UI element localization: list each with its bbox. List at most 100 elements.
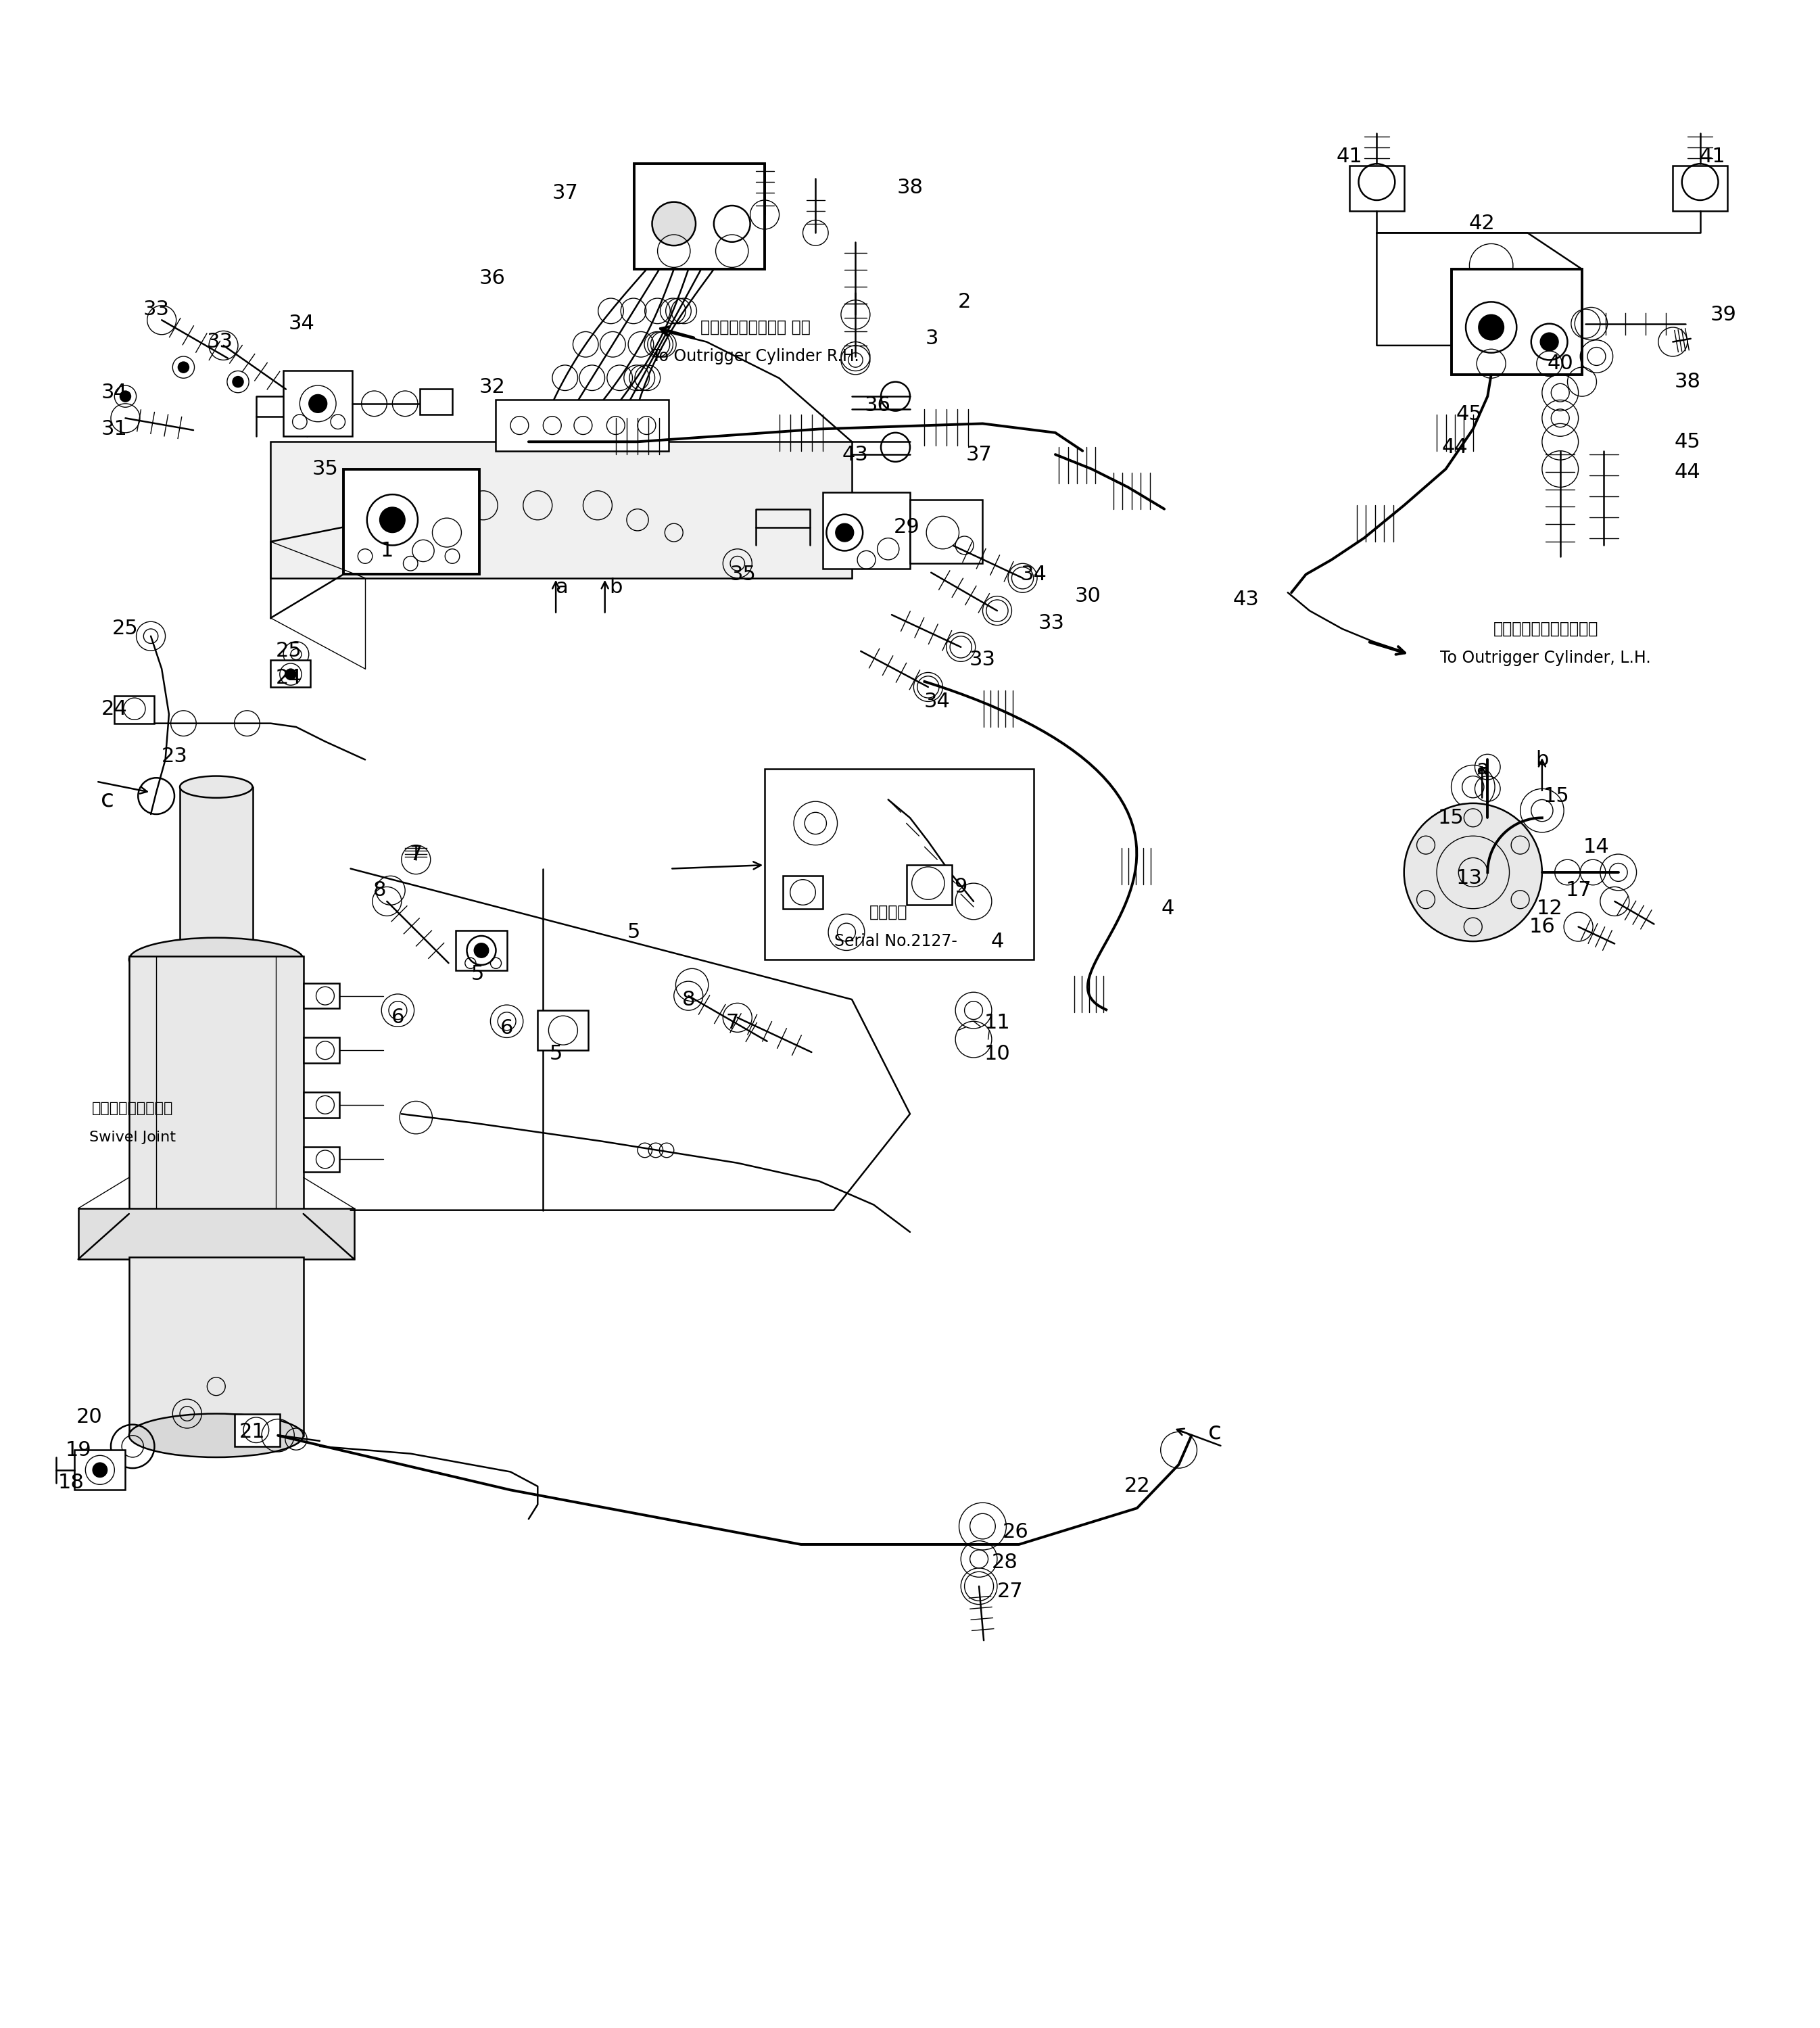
Text: 25: 25 <box>277 641 302 661</box>
Circle shape <box>120 391 131 402</box>
Bar <box>537 1010 588 1051</box>
Text: 14: 14 <box>1583 838 1609 856</box>
Text: 4: 4 <box>1161 898 1174 919</box>
Bar <box>1673 166 1727 211</box>
Text: スイベルジョイント: スイベルジョイント <box>93 1101 173 1115</box>
Text: 36: 36 <box>865 395 890 416</box>
Bar <box>768 414 834 450</box>
Bar <box>78 1209 355 1259</box>
Circle shape <box>1540 333 1558 351</box>
Ellipse shape <box>180 777 253 797</box>
Circle shape <box>652 203 695 245</box>
Circle shape <box>286 669 297 679</box>
Text: To Outrigger Cylinder, L.H.: To Outrigger Cylinder, L.H. <box>1440 649 1651 665</box>
Text: 34: 34 <box>102 383 127 402</box>
Bar <box>304 1038 340 1063</box>
Text: 34: 34 <box>288 314 315 333</box>
Text: 30: 30 <box>1076 586 1101 606</box>
Text: 23: 23 <box>162 746 187 767</box>
Text: 39: 39 <box>1711 304 1736 324</box>
Text: 10: 10 <box>985 1044 1010 1065</box>
Text: 2: 2 <box>957 292 972 312</box>
Text: 6: 6 <box>501 1018 513 1038</box>
Text: 5: 5 <box>628 923 641 943</box>
Text: 33: 33 <box>1039 614 1065 633</box>
Circle shape <box>380 507 406 533</box>
Text: 5: 5 <box>471 963 484 984</box>
Ellipse shape <box>129 937 304 982</box>
Bar <box>180 787 253 941</box>
Text: 20: 20 <box>76 1407 102 1428</box>
Text: b: b <box>1536 750 1549 769</box>
Text: 5: 5 <box>550 1044 562 1065</box>
Circle shape <box>1403 803 1542 941</box>
Text: 38: 38 <box>1674 371 1700 391</box>
Bar <box>304 1093 340 1117</box>
Text: 8: 8 <box>682 990 695 1010</box>
Bar <box>910 499 983 564</box>
Text: 27: 27 <box>997 1582 1023 1602</box>
Bar <box>420 389 453 414</box>
Bar <box>457 931 506 971</box>
Text: 21: 21 <box>240 1422 266 1442</box>
Bar <box>823 493 910 570</box>
Circle shape <box>93 1462 107 1476</box>
Ellipse shape <box>129 1414 304 1458</box>
Text: 40: 40 <box>1547 353 1572 373</box>
Text: 43: 43 <box>843 444 868 464</box>
Text: アウトリガシリンダ左へ: アウトリガシリンダ左へ <box>1492 621 1598 637</box>
Text: 33: 33 <box>144 300 169 318</box>
Text: 37: 37 <box>966 444 992 464</box>
Text: 28: 28 <box>992 1553 1017 1572</box>
Text: 36: 36 <box>479 268 506 288</box>
Bar <box>906 866 952 904</box>
Text: 17: 17 <box>1565 880 1591 900</box>
Text: 8: 8 <box>373 880 386 900</box>
Text: 41: 41 <box>1336 146 1363 166</box>
Circle shape <box>233 377 244 387</box>
Text: 33: 33 <box>207 333 233 351</box>
Text: c: c <box>1208 1420 1221 1444</box>
Text: 29: 29 <box>894 517 919 537</box>
Text: 4: 4 <box>990 931 1003 951</box>
Text: 18: 18 <box>58 1472 84 1493</box>
Text: 1: 1 <box>380 541 393 560</box>
Bar <box>1350 166 1403 211</box>
Bar <box>115 696 155 724</box>
Bar <box>129 1257 304 1436</box>
Text: 7: 7 <box>726 1014 739 1032</box>
Bar <box>304 1146 340 1172</box>
Text: 45: 45 <box>1456 406 1483 424</box>
Text: 34: 34 <box>925 692 950 712</box>
Text: c: c <box>100 789 115 811</box>
Text: b: b <box>610 578 622 596</box>
Text: 9: 9 <box>954 876 968 896</box>
Bar <box>495 400 668 450</box>
Text: 43: 43 <box>1232 590 1259 610</box>
Text: 11: 11 <box>985 1014 1010 1032</box>
Bar <box>344 468 479 574</box>
Text: 38: 38 <box>897 178 923 197</box>
Text: 25: 25 <box>113 619 138 639</box>
Text: a: a <box>1476 758 1489 779</box>
Text: 15: 15 <box>1543 787 1569 805</box>
Bar <box>604 418 670 454</box>
Text: 35: 35 <box>730 564 755 584</box>
Text: 15: 15 <box>1438 807 1465 827</box>
Bar <box>783 876 823 909</box>
Text: 41: 41 <box>1700 146 1725 166</box>
Text: 24: 24 <box>102 700 127 718</box>
Circle shape <box>309 395 328 412</box>
Circle shape <box>1478 314 1503 341</box>
Bar <box>284 371 353 436</box>
Text: 26: 26 <box>1003 1521 1028 1541</box>
Bar <box>1451 270 1582 375</box>
Circle shape <box>473 943 488 957</box>
Text: 44: 44 <box>1674 462 1700 483</box>
Text: 42: 42 <box>1469 215 1496 233</box>
Bar <box>764 769 1034 959</box>
Text: 24: 24 <box>277 667 302 687</box>
Text: To Outrigger Cylinder R.H.: To Outrigger Cylinder R.H. <box>652 349 859 365</box>
Bar <box>304 984 340 1008</box>
Bar <box>75 1450 126 1491</box>
